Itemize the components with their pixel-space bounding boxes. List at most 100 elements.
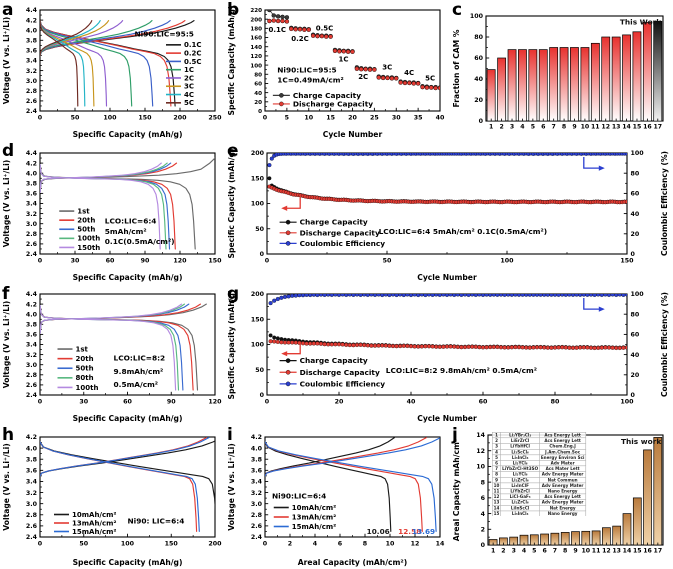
plot-area <box>267 153 627 205</box>
legend-label: 13mAh/cm² <box>72 519 117 527</box>
x-category-label: 2 <box>501 548 505 555</box>
efficiency-point <box>311 294 316 297</box>
y-axis-tick-label: 2.6 <box>26 382 38 389</box>
discharge-point <box>606 345 612 350</box>
charge-point <box>272 335 277 340</box>
legend-label: 4C <box>184 91 194 99</box>
legend-label: 15mAh/cm² <box>292 523 337 531</box>
discharge-point <box>477 345 482 350</box>
discharge-point <box>433 85 438 91</box>
discharge-point <box>412 344 417 349</box>
x-axis-title: Specific Capacity (mAh/g) <box>73 273 183 282</box>
y-axis-title: Specific Capacity (mAh/g) <box>227 290 236 400</box>
discharge-point <box>324 34 329 39</box>
ref-journal: Acs Energy Lett <box>539 432 587 439</box>
discharge-point <box>545 345 550 350</box>
legend-label: 100th <box>76 384 99 392</box>
x-category-label: 3 <box>510 124 514 131</box>
discharge-point <box>293 340 298 345</box>
efficiency-point <box>269 156 274 161</box>
discharge-point <box>284 19 290 24</box>
ref-journal: Acs Energy Lett <box>539 437 587 444</box>
plot-area <box>267 10 440 91</box>
discharge-point <box>318 341 324 346</box>
panel-letter-d: d <box>2 141 14 161</box>
panel-letter-i: i <box>227 425 233 445</box>
annotation: LCO:LIC=6:4 <box>105 217 157 226</box>
legend-label: 10mAh/cm² <box>292 504 337 512</box>
chart-i: i2.42.62.83.03.23.43.63.84.04.20 2 4 6 8 10 12… <box>227 425 445 567</box>
discharge-point <box>491 344 496 350</box>
right-axis-arrow <box>583 298 600 310</box>
bar-3 <box>507 49 517 122</box>
x-axis-title: Specific Capacity (mAh/g) <box>73 130 183 139</box>
efficiency-point <box>272 298 277 303</box>
rate-label: 0.5C <box>316 25 334 33</box>
y2-axis-title: Coulombic Efficiency (%) <box>660 151 669 256</box>
discharge-point <box>358 342 363 347</box>
y-axis-tick-label: 3.6 <box>26 468 38 475</box>
x-axis-tick-label: 100 <box>500 258 514 265</box>
y-axis-tick-label: 3.8 <box>26 181 37 188</box>
x-category-label: 12 <box>602 548 611 555</box>
x-category-label: 17 <box>654 548 663 555</box>
panel-j: j 0 2 4 6 8 10 12 14 Areal Capacity mAh/cm² 1 2 3 4 5 6… <box>450 425 673 569</box>
discharge-point <box>624 199 627 204</box>
y-axis-tick-label: 4.2 <box>26 301 37 308</box>
charge-point <box>267 176 272 181</box>
panel-letter-g: g <box>227 284 239 304</box>
discharge-point <box>552 345 558 350</box>
y-axis-tick-label: 3.8 <box>26 322 37 329</box>
bar-17 <box>653 20 663 122</box>
legend-marker <box>285 241 291 246</box>
efficiency-point <box>455 294 460 297</box>
x-axis-tick-label: 0 <box>38 399 43 406</box>
panel-c: c 0 20 40 60 80 100 Fraction of CAM % 1 2 3 4 5 6 7 8 9 1… <box>450 0 673 141</box>
y-axis-tick-label: 3.2 <box>26 490 37 497</box>
x-category-label: 13 <box>612 124 621 131</box>
charge-curve-5C <box>40 20 93 57</box>
discharge-point <box>437 85 440 91</box>
x-axis-tick-label: 0 <box>265 258 270 265</box>
discharge-point <box>354 342 360 348</box>
efficiency-point <box>347 294 352 297</box>
legend-label: 0.2C <box>184 50 202 58</box>
y-axis-tick-label: 2.8 <box>26 231 37 238</box>
efficiency-point <box>383 294 388 297</box>
y-axis-tick-label: 3.6 <box>26 191 38 198</box>
annotation: LCO:LIC=8:2 <box>114 354 166 363</box>
x-category-label: 14 <box>622 124 631 131</box>
chart-h: h 2.4 2.6 2.8 3.0 3.2 3.4 3.6 3.8 4.0 4.2 0 50 100 150… <box>2 425 222 567</box>
annotation: Ni90: LIC=6:4 <box>128 517 185 526</box>
bar-16 <box>643 449 652 546</box>
legend-label: 20th <box>77 217 95 225</box>
discharge-point <box>448 344 453 349</box>
left-axis-arrow <box>286 342 301 355</box>
discharge-point <box>596 345 601 350</box>
discharge-point <box>549 345 554 350</box>
discharge-curve-150th <box>40 164 161 250</box>
x-axis-title: Specific Capacity (mAh/g) <box>73 414 183 423</box>
efficiency-point <box>549 294 554 297</box>
x-axis-tick-label: 60 <box>123 399 132 406</box>
discharge-point <box>398 344 403 349</box>
panel-g: g 0 50 100 150 200 0 20 40 60 80 100 0 20 40 60 80 100 Cyc… <box>225 284 673 425</box>
discharge-point <box>567 345 572 350</box>
x-category-label: 8 <box>563 548 567 555</box>
charge-curve-15mAh/cm² <box>265 437 440 477</box>
discharge-point <box>585 345 590 350</box>
discharge-point <box>516 345 522 350</box>
x-category-label: 15 <box>633 124 642 131</box>
y2-axis-tick-label: 100 <box>631 150 645 157</box>
bar-13 <box>612 525 622 546</box>
y-axis-title: Voltage (V vs. Li⁺/Li) <box>2 17 11 104</box>
x-axis-tick-label: 100 <box>620 399 634 406</box>
efficiency-point <box>398 294 403 297</box>
y-axis-tick-label: 60 <box>474 55 483 62</box>
y-axis-tick-label: 140 <box>250 45 262 51</box>
y-axis-tick-label: 3.8 <box>251 456 262 463</box>
discharge-point <box>531 345 536 350</box>
x-axis-tick-label: 120 <box>208 399 222 406</box>
efficiency-point <box>560 294 565 297</box>
